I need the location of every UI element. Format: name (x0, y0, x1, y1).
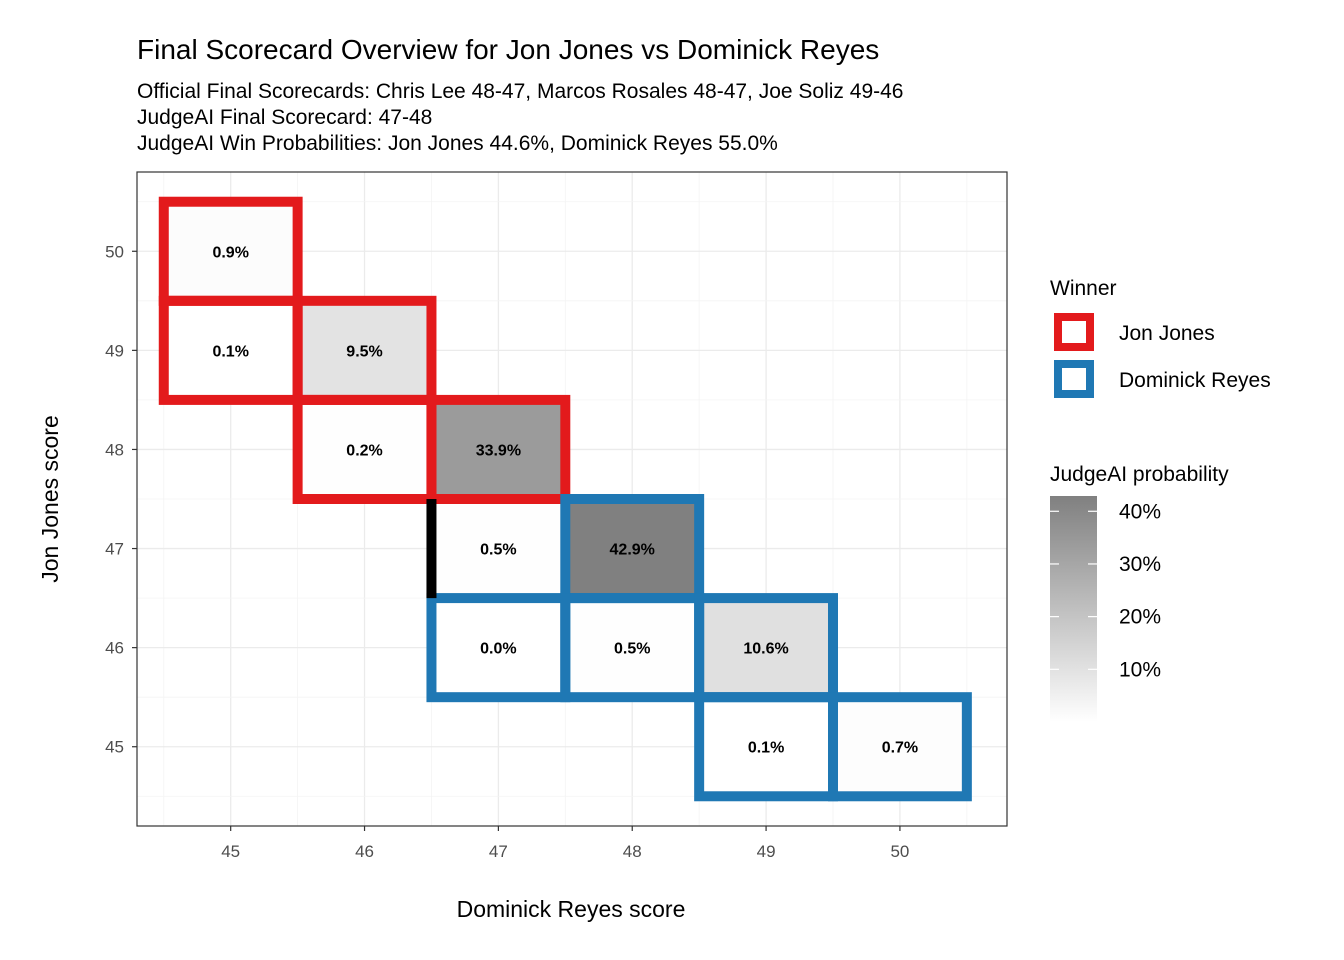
cell-value-label: 0.9% (212, 244, 248, 261)
heatmap-tile (163, 201, 298, 301)
cell-value-label: 10.6% (743, 641, 788, 658)
panel-border (136, 171, 1008, 827)
cell-value-label: 0.1% (748, 740, 784, 757)
heatmap-tile (699, 697, 833, 797)
heatmap-tile (833, 697, 967, 797)
x-tick-label: 47 (489, 842, 508, 861)
heatmap-tile (297, 399, 432, 499)
heatmap-tile (431, 598, 566, 698)
colorbar-label: 20% (1119, 606, 1161, 629)
cell-value-label: 0.0% (480, 641, 516, 658)
heatmap-tile (297, 300, 432, 400)
x-tick-label: 45 (221, 842, 240, 861)
y-tick-label: 47 (105, 540, 124, 559)
chart-title: Final Scorecard Overview for Jon Jones v… (137, 34, 880, 65)
probability-colorbar (1050, 496, 1097, 722)
y-tick-label: 50 (105, 242, 124, 261)
legend-title-winner: Winner (1050, 277, 1117, 300)
heatmap-tile (431, 399, 566, 499)
cell-value-label: 33.9% (476, 442, 521, 459)
x-axis-title: Dominick Reyes score (457, 896, 686, 922)
chart-subtitle-line-2: JudgeAI Final Scorecard: 47-48 (137, 106, 433, 129)
cell-value-label: 0.1% (212, 343, 248, 360)
chart-subtitle-line-1: Official Final Scorecards: Chris Lee 48-… (137, 80, 904, 103)
legend-key-winner (1054, 313, 1094, 351)
colorbar-label: 30% (1119, 553, 1161, 576)
cell-value-label: 0.2% (346, 442, 382, 459)
cell-value-label: 9.5% (346, 343, 382, 360)
x-tick-label: 49 (757, 842, 776, 861)
heatmap-tile (431, 499, 566, 599)
heatmap-tile (565, 598, 700, 698)
y-axis-title: Jon Jones score (37, 415, 63, 582)
legend-label-winner: Dominick Reyes (1119, 369, 1271, 392)
x-tick-label: 50 (890, 842, 909, 861)
y-tick-label: 48 (105, 440, 124, 459)
cell-value-label: 0.5% (480, 542, 516, 559)
heatmap-tile (163, 300, 298, 400)
y-tick-label: 49 (105, 341, 124, 360)
cell-value-label: 0.5% (614, 641, 650, 658)
legend-title-probability: JudgeAI probability (1050, 463, 1229, 486)
y-tick-label: 45 (105, 738, 124, 757)
heatmap-tile (565, 499, 700, 599)
chart-subtitle-line-3: JudgeAI Win Probabilities: Jon Jones 44.… (137, 132, 778, 155)
legend-key-winner (1054, 360, 1094, 398)
heatmap-tile (699, 598, 833, 698)
y-tick-label: 46 (105, 639, 124, 658)
colorbar-label: 10% (1119, 658, 1161, 681)
cell-value-label: 0.7% (882, 740, 918, 757)
colorbar-label: 40% (1119, 500, 1161, 523)
cell-value-label: 42.9% (610, 542, 655, 559)
legend-label-winner: Jon Jones (1119, 322, 1215, 345)
winner-outline (828, 692, 972, 802)
x-tick-label: 46 (355, 842, 374, 861)
x-tick-label: 48 (623, 842, 642, 861)
winner-outline (426, 394, 571, 504)
